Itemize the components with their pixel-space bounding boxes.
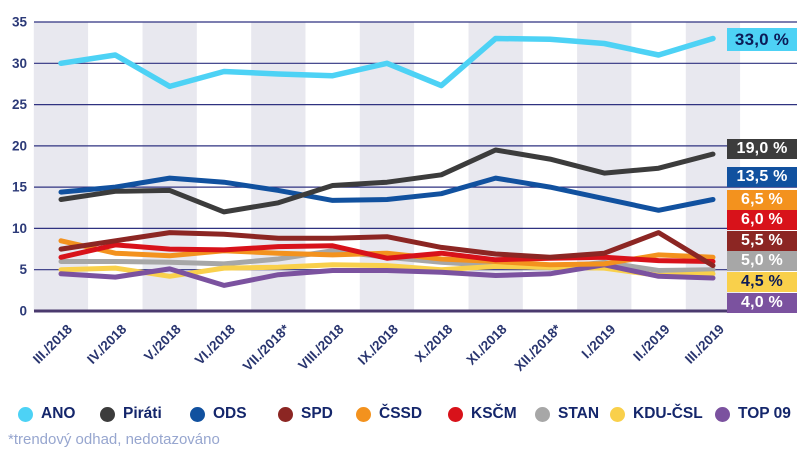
legend-label: ČSSD [379,405,423,422]
legend-item-TOP 09: TOP 09 [715,400,791,428]
legend-item-ANO: ANO [18,400,75,428]
legend-item-KSČM: KSČM [448,400,517,428]
footnote: *trendový odhad, nedotazováno [8,431,220,448]
legend-label: ANO [41,405,76,422]
y-axis-tick-label: 10 [12,221,27,236]
series-line-ANO [58,35,716,90]
series-line-ČSSD [58,238,716,268]
legend-label: TOP 09 [738,405,791,422]
legend-dot-KDU-ČSL [610,406,625,422]
legend-label: ODS [213,405,247,422]
legend-dot-KSČM [448,406,463,422]
legend-item-STAN: STAN [535,400,599,428]
series-line-SPD [58,230,716,269]
legend-item-KDU-ČSL: KDU-ČSL [610,400,703,428]
series-line-KDU-ČSL [58,262,716,279]
legend-dot-SPD [278,406,293,422]
y-axis-tick-label: 20 [12,138,27,153]
y-axis-tick-label: 25 [12,97,28,112]
legend-item-ODS: ODS [190,400,247,428]
legend-dot-TOP 09 [715,406,730,422]
legend-dot-Piráti [100,406,115,422]
legend-item-Piráti: Piráti [100,400,162,428]
legend-dot-ANO [18,406,33,422]
legend-label: KSČM [471,405,517,422]
series-line-KSČM [58,242,716,264]
y-axis-tick-label: 35 [12,15,28,30]
legend-label: Piráti [123,405,162,422]
legend-item-ČSSD: ČSSD [356,400,422,428]
legend-label: KDU-ČSL [633,405,703,422]
legend-dot-STAN [535,406,550,422]
y-axis-tick-label: 5 [19,262,27,277]
legend-dot-ČSSD [356,406,371,422]
legend-item-SPD: SPD [278,400,333,428]
y-axis-tick-label: 15 [12,180,28,195]
y-axis-tick-label: 30 [12,56,27,71]
legend-dot-ODS [190,406,205,422]
series-line-ODS [58,175,716,213]
series-line-Piráti [58,147,716,215]
legend-label: STAN [558,405,600,422]
legend-label: SPD [301,405,333,422]
y-axis-tick-label: 0 [19,304,27,319]
